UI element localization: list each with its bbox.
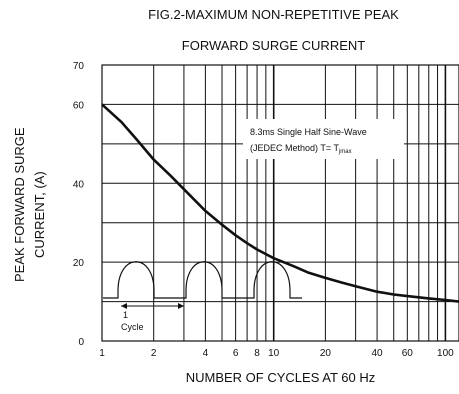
chart-title-line1: FIG.2-MAXIMUM NON-REPETITIVE PEAK [148, 7, 399, 22]
x-tick-label: 2 [151, 348, 157, 359]
y-tick-label: 20 [73, 258, 85, 269]
chart-title-line2: FORWARD SURGE CURRENT [181, 38, 366, 53]
inset-cycle-count: 1 [123, 310, 128, 320]
x-tick-labels: 1 2 4 6 8 10 20 40 60 100 [99, 348, 454, 359]
x-tick-label: 10 [268, 348, 280, 359]
plot-frame [101, 64, 459, 342]
x-tick-label: 8 [254, 348, 260, 359]
y-tick-labels: 0 20 40 60 70 [73, 61, 85, 348]
y-tick-label: 0 [78, 337, 84, 348]
x-tick-label: 1 [99, 348, 105, 359]
annotation-line2-text: (JEDEC Method) T= T [250, 143, 339, 153]
x-tick-label: 60 [402, 348, 414, 359]
x-tick-label: 40 [372, 348, 384, 359]
x-tick-label: 4 [203, 348, 209, 359]
inset-cycle-label: Cycle [121, 322, 144, 332]
x-tick-label: 20 [320, 348, 332, 359]
grid [102, 65, 459, 341]
x-tick-label: 100 [437, 348, 454, 359]
x-axis-label: NUMBER OF CYCLES AT 60 Hz [185, 370, 376, 385]
surge-curve-line [101, 103, 459, 303]
annotation-line1: 8.3ms Single Half Sine-Wave [250, 127, 367, 137]
cycle-arrow-right [178, 303, 184, 309]
half-sine-wave-inset [103, 261, 302, 299]
y-tick-label: 70 [73, 61, 85, 72]
annotation-line2: (JEDEC Method) T= Tjmax [250, 143, 352, 155]
cycle-arrow-left [121, 303, 127, 309]
y-tick-label: 60 [73, 100, 85, 111]
annotation-background [243, 119, 404, 159]
y-tick-label: 40 [73, 179, 85, 190]
annotation-subscript: jmax [338, 149, 352, 155]
x-tick-label: 6 [233, 348, 239, 359]
